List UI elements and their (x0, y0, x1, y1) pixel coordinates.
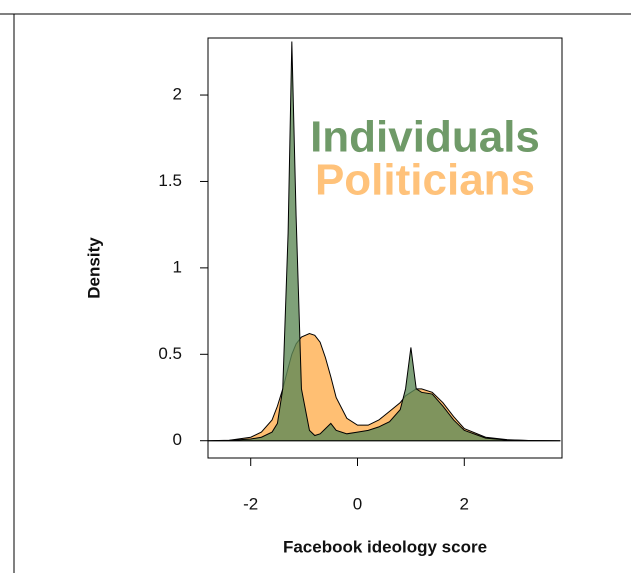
y-tick-label: 1.5 (158, 171, 182, 190)
legend-label: Individuals (310, 113, 540, 162)
y-axis-label: Density (84, 237, 103, 299)
x-axis-label: Facebook ideology score (283, 537, 487, 556)
legend-label: Politicians (315, 156, 535, 205)
y-tick-label: 2 (173, 85, 182, 104)
x-tick-label: -2 (243, 494, 258, 513)
y-tick-label: 1 (173, 257, 182, 276)
x-tick-label: 2 (460, 494, 469, 513)
x-tick-label: 0 (353, 494, 362, 513)
y-tick-label: 0.5 (158, 344, 182, 363)
y-tick-label: 0 (173, 430, 182, 449)
density-area (207, 41, 561, 442)
plot-box (207, 37, 563, 459)
